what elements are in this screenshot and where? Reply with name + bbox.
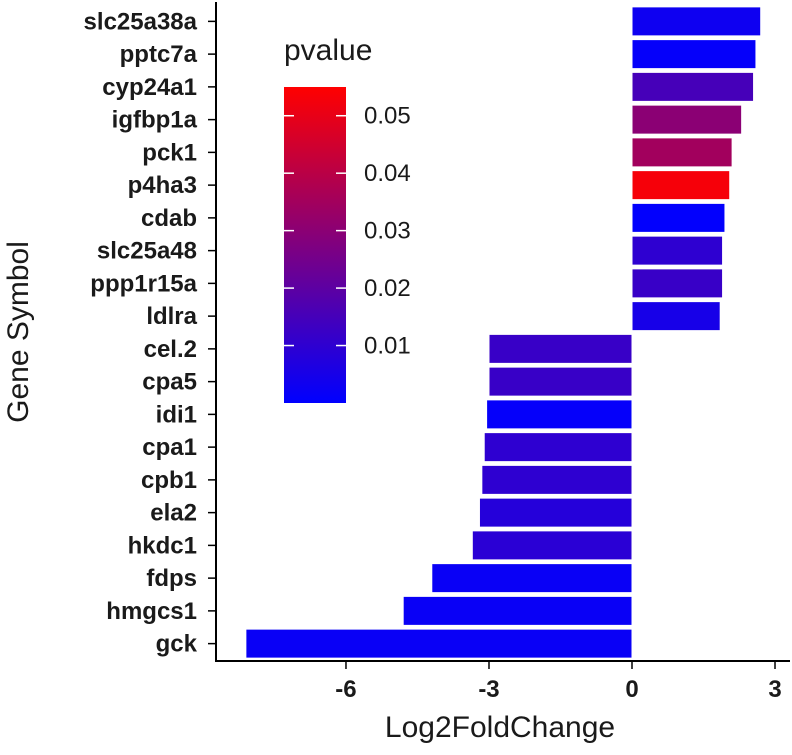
bar-cyp24a1: [631, 71, 755, 102]
y-tick-label-cpa5: cpa5: [142, 369, 197, 396]
legend-title: pvalue: [284, 34, 372, 67]
y-tick-label-cyp24a1: cyp24a1: [102, 74, 197, 101]
bar-ppp1r15a: [631, 268, 724, 299]
y-tick-label-ela2: ela2: [150, 500, 197, 527]
bar-p4ha3: [631, 170, 731, 201]
legend-tick-label: 0.01: [364, 333, 411, 360]
bar-gck: [245, 628, 633, 659]
y-axis-title: Gene Symbol: [2, 241, 35, 423]
y-tick-label-ppp1r15a: ppp1r15a: [90, 270, 197, 297]
y-tick-label-pptc7a: pptc7a: [120, 41, 198, 68]
legend-tick-label: 0.05: [364, 103, 411, 130]
y-tick-label-gck: gck: [156, 631, 198, 658]
bar-hmgcs1: [402, 595, 633, 626]
x-tick-label: -6: [335, 676, 356, 703]
x-axis-title: Log2FoldChange: [385, 711, 615, 744]
bar-cpb1: [481, 464, 633, 495]
bar-pptc7a: [631, 39, 757, 70]
y-tick-label-hkdc1: hkdc1: [128, 532, 197, 559]
y-tick-label-ldlra: ldlra: [146, 303, 197, 330]
y-tick-label-igfbp1a: igfbp1a: [112, 107, 198, 134]
bar-fdps: [431, 563, 633, 594]
y-tick-label-cel.2: cel.2: [144, 336, 197, 363]
y-tick-label-cpa1: cpa1: [142, 434, 197, 461]
pvalue-legend: pvalue 0.05 0.04 0.03 0.02 0.01: [284, 34, 411, 403]
bar-cel.2: [488, 333, 633, 364]
bar-slc25a48: [631, 235, 724, 266]
bar-igfbp1a: [631, 104, 743, 135]
bars-group: [245, 6, 762, 659]
x-tick-label: 0: [625, 676, 638, 703]
y-tick-label-cdab: cdab: [141, 205, 197, 232]
y-tick-label-hmgcs1: hmgcs1: [106, 598, 197, 625]
bar-pck1: [631, 137, 733, 168]
y-tick-label-slc25a38a: slc25a38a: [84, 8, 198, 35]
bar-ela2: [478, 497, 633, 528]
bar-idi1: [486, 399, 633, 430]
bar-slc25a38a: [631, 6, 762, 37]
y-tick-label-slc25a48: slc25a48: [97, 238, 197, 265]
legend-colorbar: [284, 87, 346, 403]
x-tick-labels: -6 -3 0 3: [335, 661, 782, 703]
bar-hkdc1: [471, 530, 633, 561]
bar-cpa1: [483, 432, 633, 463]
y-tick-label-p4ha3: p4ha3: [128, 172, 197, 199]
bar-ldlra: [631, 301, 721, 332]
y-tick-label-fdps: fdps: [146, 565, 197, 592]
bar-cpa5: [488, 366, 633, 397]
legend-tick-label: 0.04: [364, 160, 411, 187]
y-tick-labels: slc25a38a pptc7a cyp24a1 igfbp1a pck1 p4ha3 cd…: [84, 8, 216, 658]
x-tick-label: -3: [478, 676, 499, 703]
y-tick-label-idi1: idi1: [156, 401, 197, 428]
y-tick-label-pck1: pck1: [142, 139, 197, 166]
legend-tick-label: 0.02: [364, 275, 411, 302]
bar-cdab: [631, 202, 726, 233]
y-tick-label-cpb1: cpb1: [141, 467, 197, 494]
legend-tick-label: 0.03: [364, 218, 411, 245]
x-tick-label: 3: [768, 676, 781, 703]
